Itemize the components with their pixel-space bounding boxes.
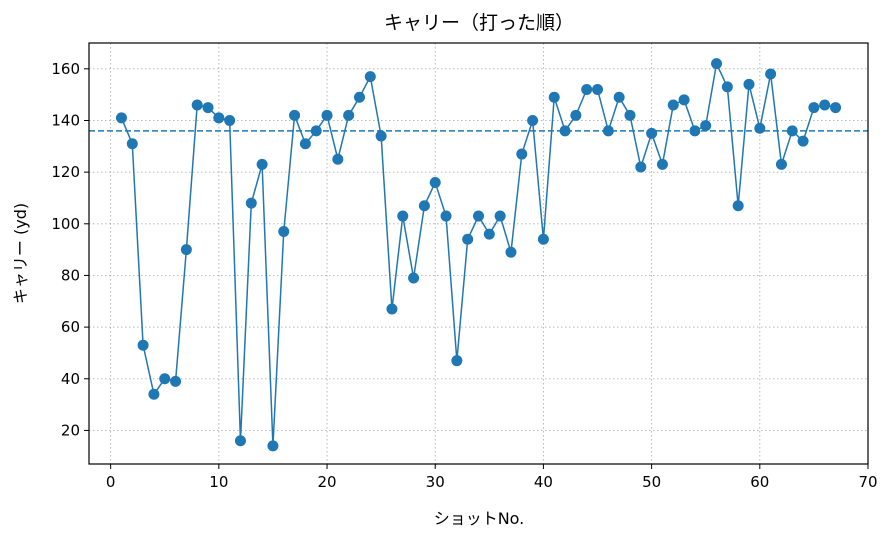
data-point — [808, 102, 820, 114]
y-axis: 20 40 60 80 100 120 140 160 — [51, 60, 89, 439]
data-point — [299, 138, 311, 150]
data-point — [267, 440, 279, 452]
data-point — [667, 99, 679, 111]
data-point — [429, 176, 441, 188]
data-point — [797, 135, 809, 147]
data-point — [137, 339, 149, 351]
x-axis: 0 10 20 30 40 50 60 70 — [106, 464, 878, 491]
y-axis-label: キャリー (yd) — [11, 203, 30, 304]
data-point — [148, 388, 160, 400]
x-tick-label: 0 — [106, 473, 116, 491]
data-point — [592, 83, 604, 95]
data-point — [170, 375, 182, 387]
x-tick-label: 50 — [642, 473, 661, 491]
data-point — [289, 109, 301, 121]
data-point — [765, 68, 777, 80]
data-point — [224, 114, 236, 126]
x-tick-label: 60 — [750, 473, 769, 491]
data-point — [245, 197, 257, 209]
data-point — [754, 122, 766, 134]
y-tick-label: 140 — [51, 111, 80, 129]
series-group — [115, 58, 842, 452]
data-point — [516, 148, 528, 160]
data-point — [505, 246, 517, 258]
y-tick-label: 60 — [61, 318, 80, 336]
data-point — [656, 158, 668, 170]
data-point — [494, 210, 506, 222]
data-point — [180, 244, 192, 256]
data-point — [159, 373, 171, 385]
data-point — [700, 120, 712, 132]
data-point — [191, 99, 203, 111]
plot-frame — [88, 42, 869, 465]
data-point — [581, 83, 593, 95]
x-tick-label: 70 — [858, 473, 877, 491]
data-point — [721, 81, 733, 93]
data-point — [375, 130, 387, 142]
x-tick-label: 40 — [534, 473, 553, 491]
data-point — [115, 112, 127, 124]
data-point — [278, 226, 290, 238]
data-point — [483, 228, 495, 240]
data-point — [537, 233, 549, 245]
y-tick-label: 120 — [51, 163, 80, 181]
data-point — [418, 200, 430, 212]
data-point — [624, 109, 636, 121]
data-point — [332, 153, 344, 165]
data-point — [202, 102, 214, 114]
data-point — [451, 355, 463, 367]
data-point — [310, 125, 322, 137]
data-point — [473, 210, 484, 222]
data-point — [527, 114, 539, 126]
x-tick-label: 30 — [426, 473, 445, 491]
data-point — [386, 303, 398, 315]
data-point — [613, 91, 625, 103]
y-tick-label: 20 — [61, 421, 80, 439]
data-point — [408, 272, 420, 284]
data-point — [678, 94, 690, 106]
data-point — [830, 102, 842, 114]
data-point — [397, 210, 409, 222]
data-point — [256, 158, 268, 170]
data-point — [440, 210, 452, 222]
data-point — [646, 127, 658, 139]
data-point — [353, 91, 365, 103]
chart-title: キャリー（打った順） — [384, 12, 574, 34]
y-tick-label: 160 — [51, 60, 80, 78]
data-point — [635, 161, 647, 173]
data-point — [213, 112, 225, 124]
y-tick-label: 40 — [61, 370, 80, 388]
x-axis-label: ショットNo. — [434, 509, 525, 528]
data-point — [234, 435, 246, 447]
data-point — [819, 99, 831, 111]
data-point — [462, 233, 474, 245]
data-point — [602, 125, 614, 137]
x-tick-label: 10 — [209, 473, 228, 491]
data-point — [559, 125, 571, 137]
data-point — [343, 109, 355, 121]
data-point — [711, 58, 723, 70]
y-tick-label: 80 — [61, 266, 80, 284]
grid — [89, 43, 869, 464]
x-tick-label: 20 — [317, 473, 336, 491]
data-point — [775, 158, 787, 170]
data-point — [689, 125, 701, 137]
data-point — [126, 138, 138, 150]
data-point — [786, 125, 798, 137]
data-point — [743, 78, 755, 90]
data-point — [321, 109, 333, 121]
y-tick-label: 100 — [51, 215, 80, 233]
data-point — [570, 109, 582, 121]
data-point — [364, 71, 376, 83]
data-point — [548, 91, 560, 103]
data-point — [732, 200, 744, 212]
